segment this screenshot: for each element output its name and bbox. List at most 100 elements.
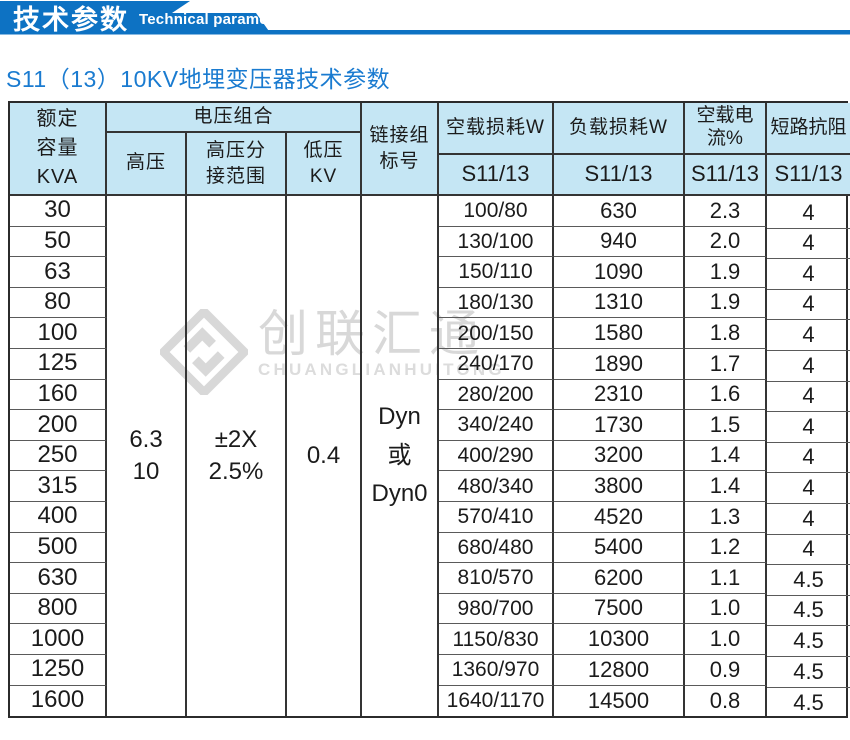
- table-cell-kva: 125: [10, 348, 107, 380]
- table-cell-noload: 200/150: [439, 318, 554, 349]
- table-cell-noload: 150/110: [439, 257, 554, 288]
- header-hv: 高压: [107, 133, 187, 196]
- table-cell-noload: 480/340: [439, 471, 554, 502]
- table-cell-load: 1730: [554, 410, 685, 441]
- table-cell-load: 630: [554, 196, 685, 227]
- table-cell-load: 1580: [554, 318, 685, 349]
- table-cell-current: 1.7: [685, 348, 767, 380]
- table-cell-current: 1.4: [685, 471, 767, 502]
- table-cell-impedance: 4: [767, 229, 850, 260]
- table-cell-noload: 130/100: [439, 226, 554, 258]
- table-cell-kva: 315: [10, 471, 107, 502]
- table-cell-current: 1.9: [685, 257, 767, 288]
- table-cell-current: 1.8: [685, 318, 767, 349]
- header-noload-loss: 空载损耗W: [439, 103, 554, 155]
- table-cell-load: 7500: [554, 593, 685, 625]
- table-cell-load: 1310: [554, 287, 685, 319]
- table-cell-current: 1.2: [685, 532, 767, 564]
- table-cell-current: 1.5: [685, 410, 767, 441]
- brand-diamond-icon: [160, 309, 248, 395]
- merged-lv-value: 0.4: [287, 196, 362, 717]
- table-cell-kva: 50: [10, 226, 107, 258]
- table-cell-current: 2.0: [685, 226, 767, 258]
- table-cell-load: 14500: [554, 685, 685, 717]
- table-cell-noload: 400/290: [439, 440, 554, 472]
- table-cell-impedance: 4: [767, 504, 850, 535]
- table-cell-kva: 63: [10, 257, 107, 288]
- banner-subtitle-en: Technical parameter: [139, 11, 288, 28]
- table-cell-noload: 280/200: [439, 379, 554, 411]
- table-cell-noload: 100/80: [439, 196, 554, 227]
- watermark: 创联汇通 CHUANGLIANHUITONG: [160, 309, 505, 395]
- table-grid: 额定 容量 KVA 电压组合 高压 高压分 接范围 低压 KV 链接组 标号 空…: [8, 101, 850, 719]
- table-cell-noload: 1150/830: [439, 624, 554, 655]
- table-cell-load: 12800: [554, 654, 685, 686]
- table-cell-current: 1.0: [685, 593, 767, 625]
- table-cell-kva: 30: [10, 196, 107, 227]
- table-cell-kva: 100: [10, 318, 107, 349]
- table-cell-kva: 160: [10, 379, 107, 411]
- table-cell-load: 3200: [554, 440, 685, 472]
- table-cell-noload: 1640/1170: [439, 685, 554, 717]
- table-cell-current: 0.8: [685, 685, 767, 717]
- table-cell-load: 5400: [554, 532, 685, 564]
- table-cell-load: 1890: [554, 348, 685, 380]
- parameter-table: 创联汇通 CHUANGLIANHUITONG 额定 容量 KVA 电压组合 高压…: [8, 101, 850, 719]
- merged-hv-value: 6.3 10: [107, 196, 187, 717]
- merged-hv-tap-value: ±2X 2.5%: [187, 196, 287, 717]
- table-cell-kva: 800: [10, 593, 107, 625]
- watermark-text: 创联汇通 CHUANGLIANHUITONG: [258, 309, 505, 380]
- subheader-model-noload: S11/13: [439, 155, 554, 196]
- table-cell-kva: 1600: [10, 685, 107, 717]
- table-cell-load: 940: [554, 226, 685, 258]
- table-cell-noload: 980/700: [439, 593, 554, 625]
- header-impedance: 短路抗阻: [767, 103, 850, 155]
- table-cell-impedance: 4.5: [793, 689, 824, 715]
- subheader-model-load: S11/13: [554, 155, 685, 196]
- table-cell-kva: 250: [10, 440, 107, 472]
- table-cell-current: 1.0: [685, 624, 767, 655]
- table-cell-impedance: 4.5: [767, 596, 850, 627]
- table-cell-current: 1.3: [685, 501, 767, 533]
- banner-title: 技术参数: [13, 5, 129, 35]
- header-hv-tap-range: 高压分 接范围: [187, 133, 287, 196]
- watermark-en: CHUANGLIANHUITONG: [258, 360, 505, 379]
- table-cell-load: 1090: [554, 257, 685, 288]
- table-cell-impedance: 4: [767, 259, 850, 290]
- table-cell-impedance: 4.5: [767, 565, 850, 596]
- table-cell-current: 0.9: [685, 654, 767, 686]
- header-noload-current: 空载电流%: [685, 103, 767, 155]
- header-load-loss: 负载损耗W: [554, 103, 685, 155]
- table-cell-current: 2.3: [685, 196, 767, 227]
- table-cell-noload: 1360/970: [439, 654, 554, 686]
- page-title: S11（13）10KV地埋变压器技术参数: [6, 66, 391, 92]
- table-cell-load: 2310: [554, 379, 685, 411]
- table-cell-noload: 680/480: [439, 532, 554, 564]
- header-voltage-group: 电压组合: [107, 103, 362, 133]
- watermark-cn: 创联汇通: [258, 306, 486, 362]
- table-cell-kva: 500: [10, 532, 107, 564]
- table-cell-current: 1.6: [685, 379, 767, 411]
- table-cell-kva: 80: [10, 287, 107, 319]
- table-cell-current: 1.4: [685, 440, 767, 472]
- table-cell-impedance: 4: [767, 535, 850, 566]
- table-cell-impedance: 4: [767, 382, 850, 413]
- table-cell-load: 4520: [554, 501, 685, 533]
- table-cell-impedance: 4: [767, 412, 850, 443]
- table-cell-noload: 340/240: [439, 410, 554, 441]
- table-cell-noload: 810/570: [439, 563, 554, 594]
- table-cell-current: 1.1: [685, 563, 767, 594]
- table-cell-kva: 200: [10, 410, 107, 441]
- subheader-model-current: S11/13: [685, 155, 767, 196]
- table-cell-current: 1.9: [685, 287, 767, 319]
- banner-ribbon-shape: [0, 1, 850, 35]
- table-cell-load: 6200: [554, 563, 685, 594]
- header-vector-group: 链接组 标号: [362, 103, 439, 196]
- table-cell-impedance: 4: [767, 351, 850, 382]
- table-cell-noload: 180/130: [439, 287, 554, 319]
- table-cell-impedance: 4.5: [767, 626, 850, 657]
- table-cell-impedance: 4: [767, 198, 850, 229]
- table-cell-noload: 570/410: [439, 501, 554, 533]
- table-cell-impedance: 4: [767, 443, 850, 474]
- merged-vector-value: Dyn 或 Dyn0: [362, 196, 439, 717]
